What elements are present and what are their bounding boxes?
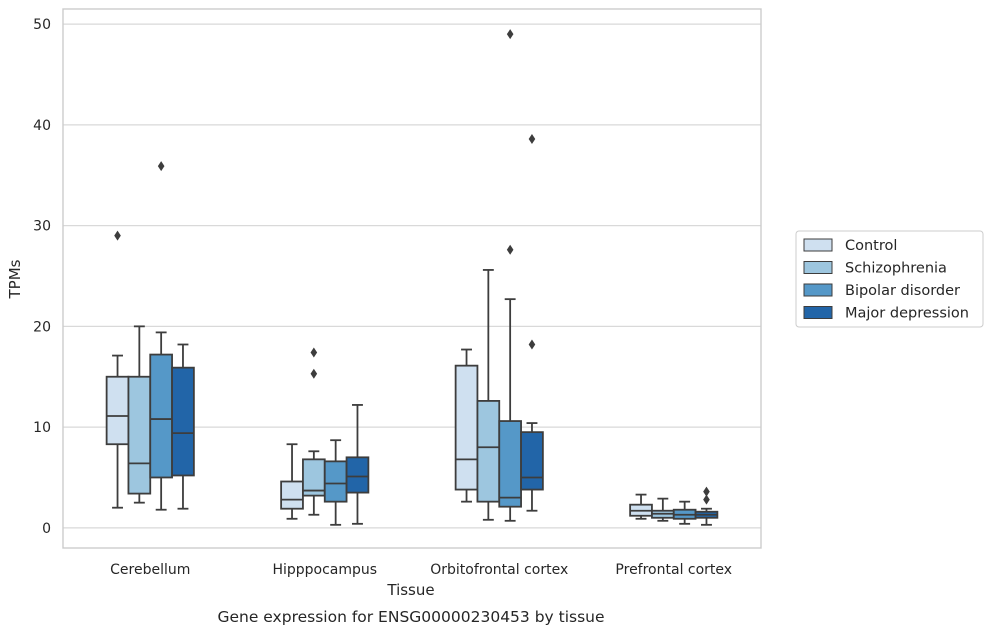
- legend-label: Bipolar disorder: [845, 283, 960, 299]
- box: [476, 400, 501, 503]
- box-group: [454, 348, 479, 503]
- outlier-point: [506, 244, 514, 255]
- plot-area-frame: [62, 8, 762, 549]
- box-group: [302, 347, 326, 516]
- box-group: [476, 269, 501, 521]
- box-group: [323, 439, 348, 526]
- legend-swatch: [803, 306, 833, 319]
- box: [345, 456, 370, 494]
- y-tick-label: 40: [33, 118, 51, 134]
- legend-swatch: [803, 238, 833, 252]
- legend-label: Schizophrenia: [845, 261, 947, 277]
- box-group: [105, 230, 130, 509]
- box: [498, 420, 522, 508]
- box-group: [280, 443, 304, 520]
- box: [323, 460, 348, 503]
- y-tick-label: 50: [33, 17, 51, 33]
- legend-label: Control: [845, 238, 897, 254]
- chart-caption: Gene expression for ENSG00000230453 by t…: [217, 608, 604, 626]
- x-axis-ticks: Cerebellum Hipppocampus Orbitofrontal cort…: [110, 562, 732, 578]
- y-tick-label: 20: [33, 319, 51, 335]
- y-tick-label: 10: [33, 420, 51, 436]
- legend-swatch: [803, 283, 833, 297]
- outlier-point: [528, 339, 536, 350]
- boxes: [105, 29, 719, 526]
- box: [454, 364, 479, 491]
- outlier-point: [157, 161, 165, 172]
- legend-swatch: [803, 261, 833, 274]
- legend-label: Major depression: [845, 306, 969, 322]
- box-group: [694, 486, 719, 526]
- outlier-point: [703, 486, 710, 497]
- outlier-point: [528, 133, 536, 144]
- box-group: [629, 493, 653, 520]
- box-group: [171, 343, 195, 510]
- x-tick-label: Hipppocampus: [272, 562, 377, 578]
- y-tick-label: 0: [42, 521, 51, 537]
- box-group: [149, 161, 173, 511]
- box: [520, 431, 544, 491]
- outlier-point: [506, 29, 514, 40]
- box: [280, 480, 304, 510]
- box-group: [672, 500, 697, 525]
- box-group: [651, 497, 675, 522]
- outlier-point: [703, 494, 710, 505]
- x-axis-title: Tissue: [386, 581, 434, 599]
- x-tick-label: Prefrontal cortex: [615, 562, 732, 578]
- outlier-point: [310, 368, 318, 379]
- legend-frame: [795, 230, 984, 328]
- box: [127, 375, 152, 495]
- outlier-point: [114, 230, 121, 241]
- box-group: [498, 29, 522, 522]
- outlier-point: [310, 347, 318, 358]
- legend: Control Schizophrenia Bipolar disorder Majo…: [795, 230, 984, 328]
- box: [149, 353, 173, 479]
- x-tick-label: Cerebellum: [110, 562, 190, 578]
- x-tick-label: Orbitofrontal cortex: [430, 562, 568, 578]
- box-group: [345, 404, 370, 525]
- box-group: [520, 133, 544, 512]
- box: [105, 375, 130, 446]
- box-group: [127, 325, 152, 504]
- y-axis-title: TPMs: [6, 259, 24, 299]
- y-tick-label: 30: [33, 219, 51, 235]
- box: [171, 366, 195, 477]
- y-axis-ticks: 0 10 20 30 40 50: [33, 17, 51, 537]
